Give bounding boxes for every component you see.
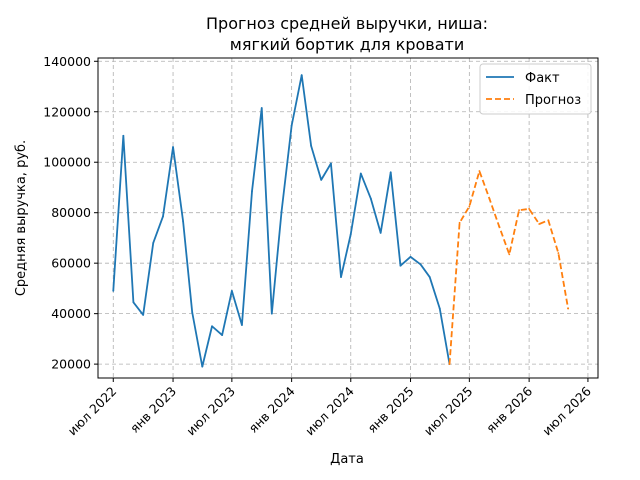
data-point — [438, 307, 441, 310]
data-point — [182, 220, 185, 223]
x-axis-label: Дата — [330, 452, 364, 467]
data-point — [340, 276, 342, 278]
data-point — [567, 307, 570, 310]
y-tick-label: 60000 — [51, 256, 91, 271]
grid — [98, 58, 598, 378]
data-point — [320, 178, 323, 181]
data-point — [251, 190, 253, 193]
y-axis-label: Средняя выручка, руб. — [14, 140, 29, 296]
data-point — [241, 324, 243, 326]
data-point — [468, 205, 471, 208]
data-point — [409, 255, 412, 258]
data-point — [498, 225, 501, 228]
plot-frame — [97, 57, 599, 379]
data-point — [132, 301, 135, 304]
data-point — [557, 252, 560, 254]
y-tick-label: 120000 — [43, 104, 91, 119]
data-point — [508, 253, 511, 256]
data-point — [230, 290, 233, 292]
y-tick-label: 20000 — [51, 357, 91, 372]
data-point — [270, 312, 273, 315]
legend-label-fact: Факт — [525, 71, 560, 86]
legend-label-forecast: Прогноз — [525, 93, 581, 108]
data-point — [448, 363, 451, 366]
y-tick-label: 100000 — [43, 155, 91, 170]
legend: Факт Прогноз — [479, 63, 592, 115]
y-tick-label: 140000 — [43, 54, 91, 69]
data-point — [478, 170, 481, 172]
chart-title-line-2: мягкий бортик для кровати — [230, 35, 465, 54]
data-point — [211, 325, 213, 328]
data-point — [370, 197, 372, 200]
data-point — [399, 264, 402, 267]
data-point — [528, 208, 531, 210]
data-point — [330, 162, 332, 165]
data-point — [290, 124, 293, 127]
data-point — [379, 231, 382, 234]
chart-title-line-1: Прогноз средней выручки, ниша: — [206, 14, 488, 33]
data-point — [518, 209, 520, 212]
data-point — [280, 210, 283, 213]
data-point — [547, 219, 550, 222]
data-point — [112, 290, 115, 292]
data-point — [221, 334, 224, 336]
data-point — [191, 311, 194, 314]
y-tick-label: 80000 — [51, 205, 91, 220]
series-layer — [112, 74, 570, 368]
data-point — [488, 197, 491, 200]
data-point — [142, 314, 145, 316]
data-point — [201, 365, 204, 368]
data-point — [538, 223, 541, 225]
data-point — [458, 221, 461, 224]
data-point — [428, 276, 431, 278]
data-point — [310, 144, 313, 147]
data-point — [122, 134, 125, 137]
data-point — [300, 74, 303, 77]
y-tick-label: 40000 — [51, 306, 91, 321]
data-point — [260, 107, 263, 109]
data-point — [172, 146, 174, 148]
data-point — [349, 233, 352, 236]
data-point — [389, 171, 392, 174]
y-axis: 20000 40000 60000 80000 100000 120000 140000 — [43, 54, 98, 372]
data-point — [152, 242, 155, 244]
data-point — [419, 263, 422, 266]
data-point — [162, 215, 164, 218]
data-point — [359, 172, 362, 175]
